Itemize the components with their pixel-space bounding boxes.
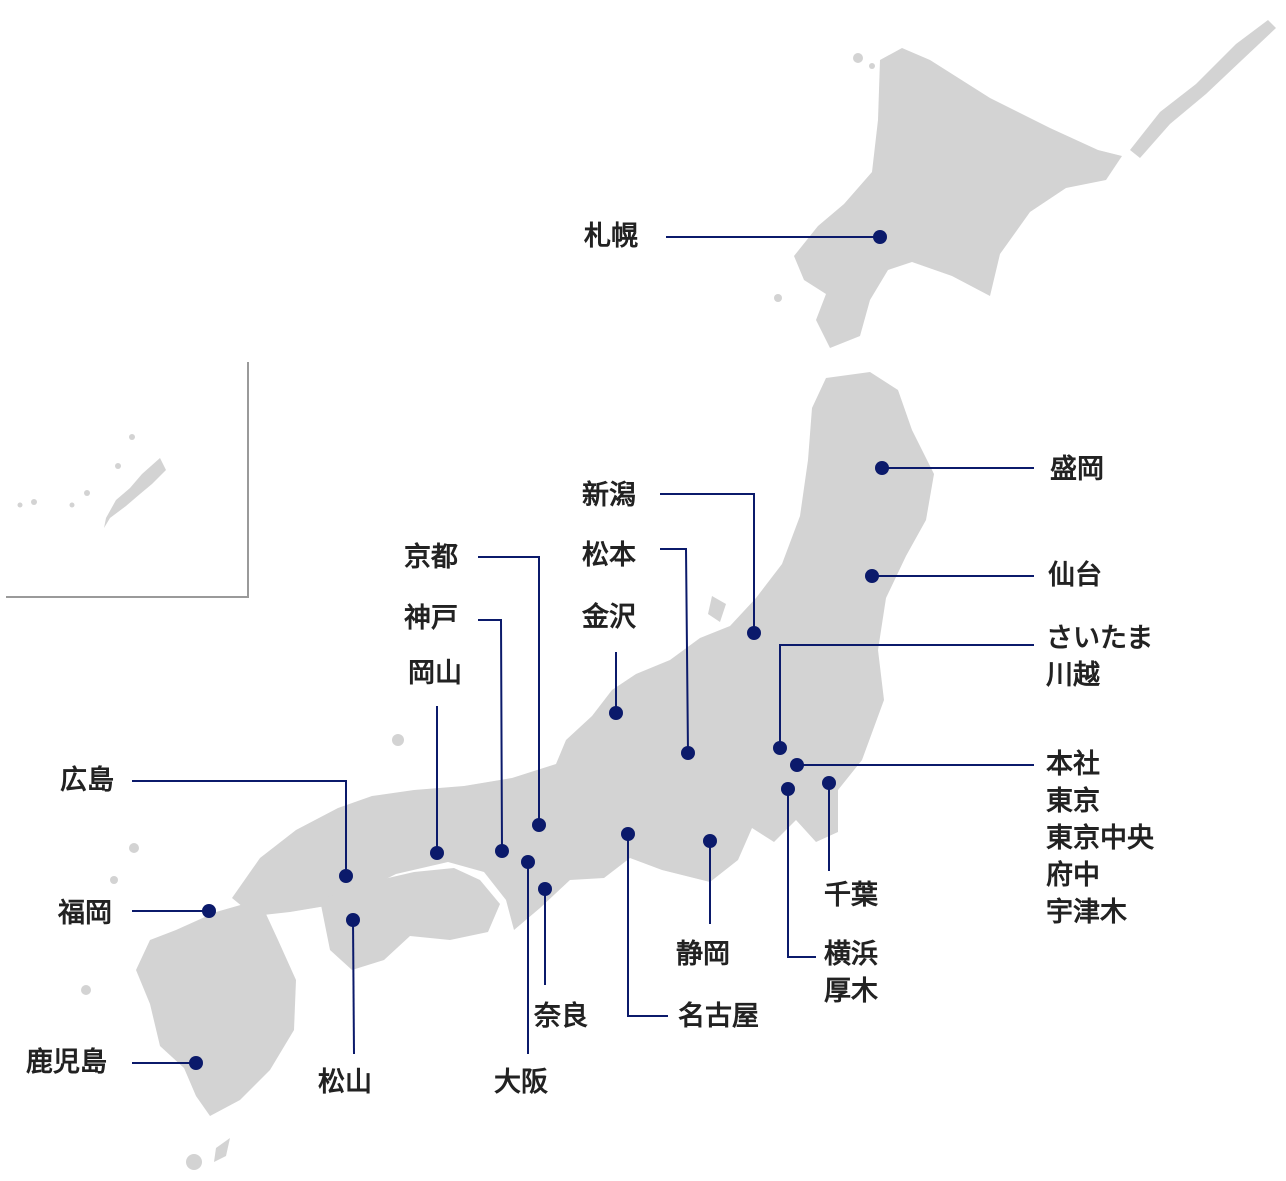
label-kawagoe: 川越 <box>1046 660 1100 691</box>
label-matsuyama: 松山 <box>318 1067 372 1098</box>
marker-sendai <box>865 569 879 583</box>
label-niigata: 新潟 <box>582 480 636 511</box>
label-kagoshima: 鹿児島 <box>26 1047 107 1078</box>
honshu <box>232 372 934 930</box>
label-fukuoka: 福岡 <box>58 898 112 929</box>
kurils <box>1130 20 1276 158</box>
label-tokyo: 東京 <box>1046 786 1100 817</box>
label-nagoya: 名古屋 <box>678 1001 759 1032</box>
label-honsha: 本社 <box>1046 749 1100 780</box>
okinawa-island <box>104 458 166 528</box>
leader-niigata <box>660 493 755 633</box>
marker-fukuoka <box>202 904 216 918</box>
label-nara: 奈良 <box>534 1001 588 1032</box>
leader-kobe <box>478 619 503 852</box>
label-yokohama-group: 横浜 厚木 <box>824 936 878 1010</box>
label-kobe: 神戸 <box>404 603 458 634</box>
marker-osaka <box>521 855 535 869</box>
marker-kanazawa <box>609 706 623 720</box>
awaji-island <box>450 882 468 904</box>
label-yokohama: 横浜 <box>824 939 878 970</box>
marker-matsuyama <box>346 913 360 927</box>
label-tokyo-chuo: 東京中央 <box>1046 823 1154 854</box>
leader-lines <box>132 236 1034 1064</box>
label-saitama-group: さいたま 川越 <box>1046 620 1153 694</box>
leader-matsuyama <box>352 919 355 1055</box>
label-tokyo-group: 本社 東京 東京中央 府中 宇津木 <box>1046 746 1154 931</box>
label-utsugi: 宇津木 <box>1046 897 1127 928</box>
marker-sapporo <box>873 230 887 244</box>
tanegashima <box>186 1154 202 1170</box>
city-markers <box>189 230 889 1070</box>
leader-kyoto <box>478 556 540 825</box>
inset-frame <box>6 362 249 598</box>
marker-niigata <box>747 626 761 640</box>
marker-kobe <box>495 844 509 858</box>
marker-nara <box>538 882 552 896</box>
leader-hiroshima <box>132 780 347 876</box>
japan-landmass <box>81 20 1276 1170</box>
marker-kyoto <box>532 818 546 832</box>
marker-morioka <box>875 461 889 475</box>
label-matsumoto: 松本 <box>582 540 636 571</box>
label-fuchu: 府中 <box>1046 860 1100 891</box>
marker-tokyo <box>790 758 804 772</box>
label-shizuoka: 静岡 <box>676 939 730 970</box>
label-saitama: さいたま <box>1046 623 1154 654</box>
marker-shizuoka <box>703 834 717 848</box>
sado-island <box>708 596 726 622</box>
hokkaido <box>794 48 1122 348</box>
marker-chiba <box>822 776 836 790</box>
marker-saitama <box>773 741 787 755</box>
kyushu <box>136 904 296 1116</box>
label-kanazawa: 金沢 <box>582 602 636 633</box>
leader-matsumoto <box>660 548 689 754</box>
marker-okayama <box>430 846 444 860</box>
leader-yokohama <box>787 789 816 958</box>
leader-saitama <box>779 644 1034 748</box>
label-hiroshima: 広島 <box>60 765 114 796</box>
marker-hiroshima <box>339 869 353 883</box>
label-morioka: 盛岡 <box>1050 454 1104 485</box>
label-atsugi: 厚木 <box>824 976 878 1007</box>
label-okayama: 岡山 <box>408 658 462 689</box>
marker-nagoya <box>621 827 635 841</box>
okinawa-inset <box>6 362 249 598</box>
label-chiba: 千葉 <box>824 880 878 911</box>
label-sendai: 仙台 <box>1048 560 1102 591</box>
marker-kagoshima <box>189 1056 203 1070</box>
label-sapporo: 札幌 <box>584 221 638 252</box>
leader-nagoya <box>627 834 668 1017</box>
marker-matsumoto <box>681 746 695 760</box>
label-osaka: 大阪 <box>494 1067 548 1098</box>
label-kyoto: 京都 <box>404 542 458 573</box>
marker-yokohama <box>781 782 795 796</box>
